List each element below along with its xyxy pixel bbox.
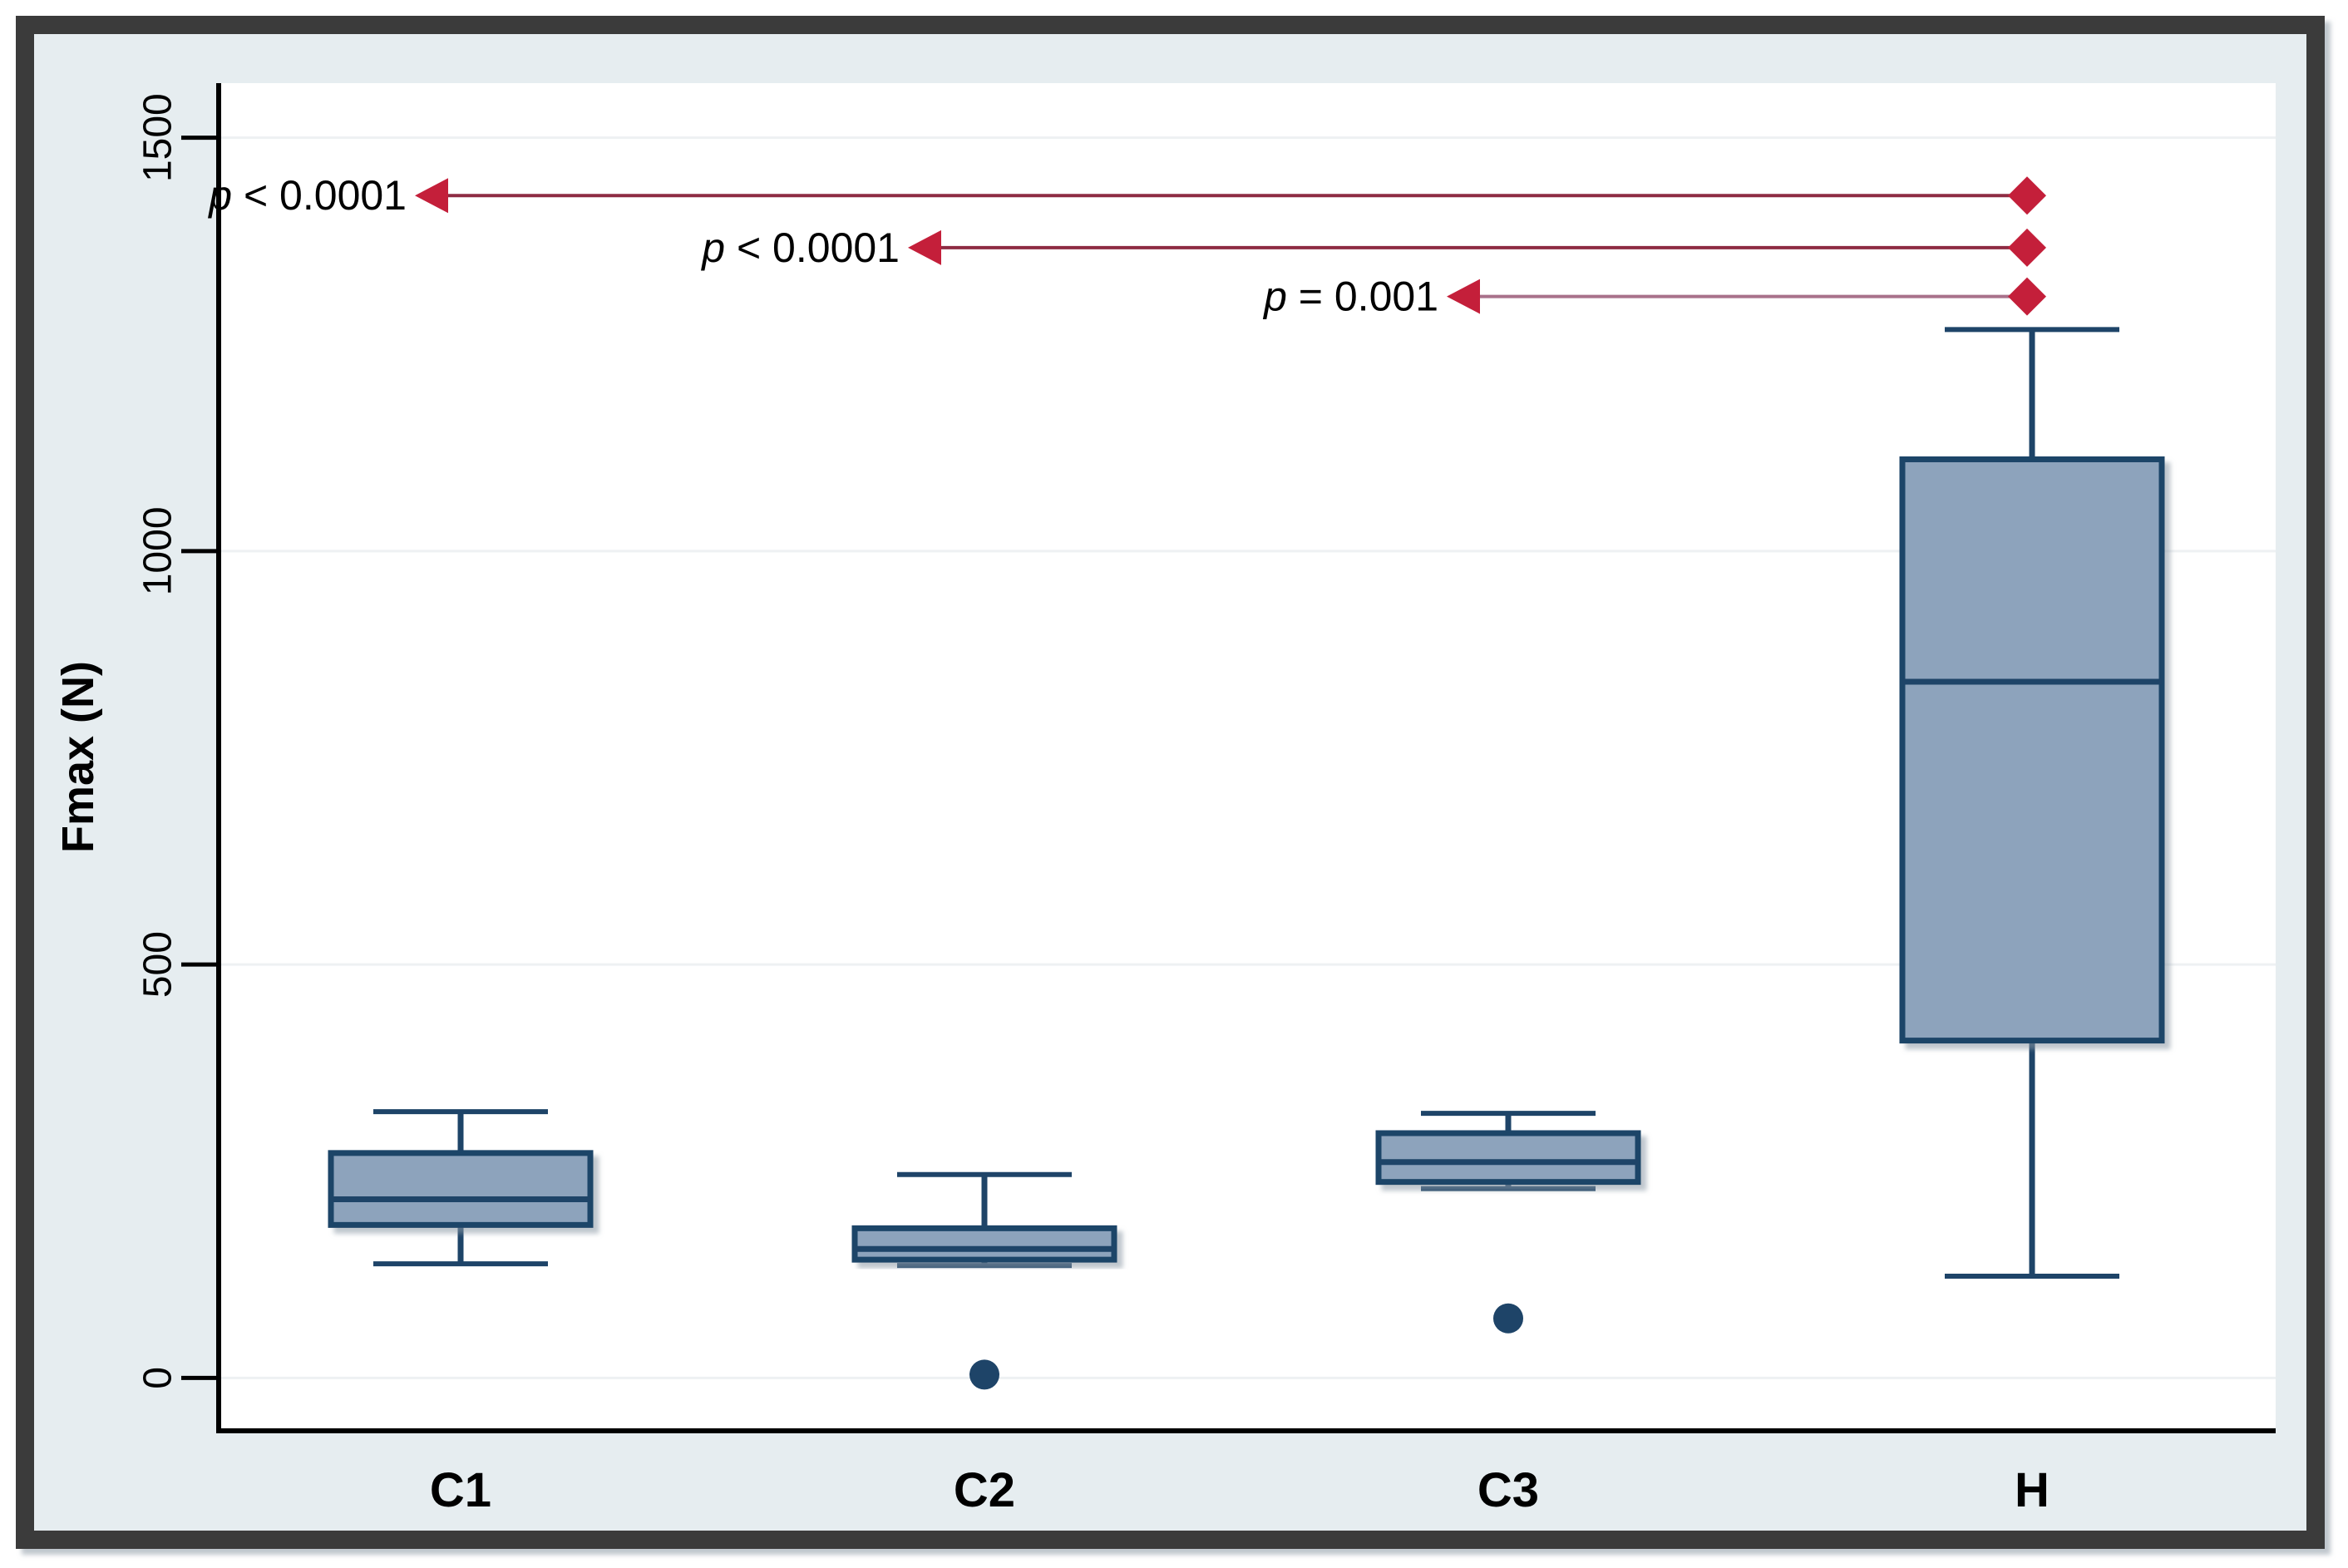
box-H xyxy=(1899,327,2165,1280)
iqr-box xyxy=(1375,1130,1641,1186)
p-annotation-3: p = 0.001 xyxy=(1262,274,2046,320)
y-tick-label: 0 xyxy=(136,1367,180,1389)
annotation-text: p < 0.0001 xyxy=(700,224,900,271)
annotation-diamond xyxy=(2008,228,2046,267)
y-tick-label: 1500 xyxy=(136,93,180,182)
iqr-box xyxy=(328,1150,594,1228)
y-axis-title: Fmax (N) xyxy=(53,661,103,853)
p-annotation-2: p < 0.0001 xyxy=(700,224,2046,271)
iqr-box xyxy=(851,1225,1117,1263)
annotation-text: p = 0.001 xyxy=(1262,274,1438,320)
box-C1 xyxy=(328,1109,594,1267)
annotation-arrowhead xyxy=(908,229,941,265)
annotation-text: p < 0.0001 xyxy=(207,172,407,219)
x-category-label-C1: C1 xyxy=(430,1463,491,1517)
x-category-label-H: H xyxy=(2015,1463,2050,1517)
y-tick-label: 500 xyxy=(136,931,180,998)
annotation-diamond xyxy=(2008,277,2046,316)
p-annotation-1: p < 0.0001 xyxy=(207,172,2046,219)
annotation-arrowhead xyxy=(415,178,448,214)
iqr-box xyxy=(1899,456,2165,1044)
x-category-label-C2: C2 xyxy=(954,1463,1015,1517)
x-category-label-C3: C3 xyxy=(1477,1463,1539,1517)
outlier-point xyxy=(969,1359,999,1390)
y-tick-label: 1000 xyxy=(136,506,180,595)
box-C3 xyxy=(1375,1111,1641,1334)
outlier-point xyxy=(1493,1303,1523,1334)
annotation-arrowhead xyxy=(1447,279,1480,314)
annotation-diamond xyxy=(2008,176,2046,215)
box-C2 xyxy=(851,1171,1117,1390)
y-axis: 0 500 1000 1500 xyxy=(136,93,2276,1389)
